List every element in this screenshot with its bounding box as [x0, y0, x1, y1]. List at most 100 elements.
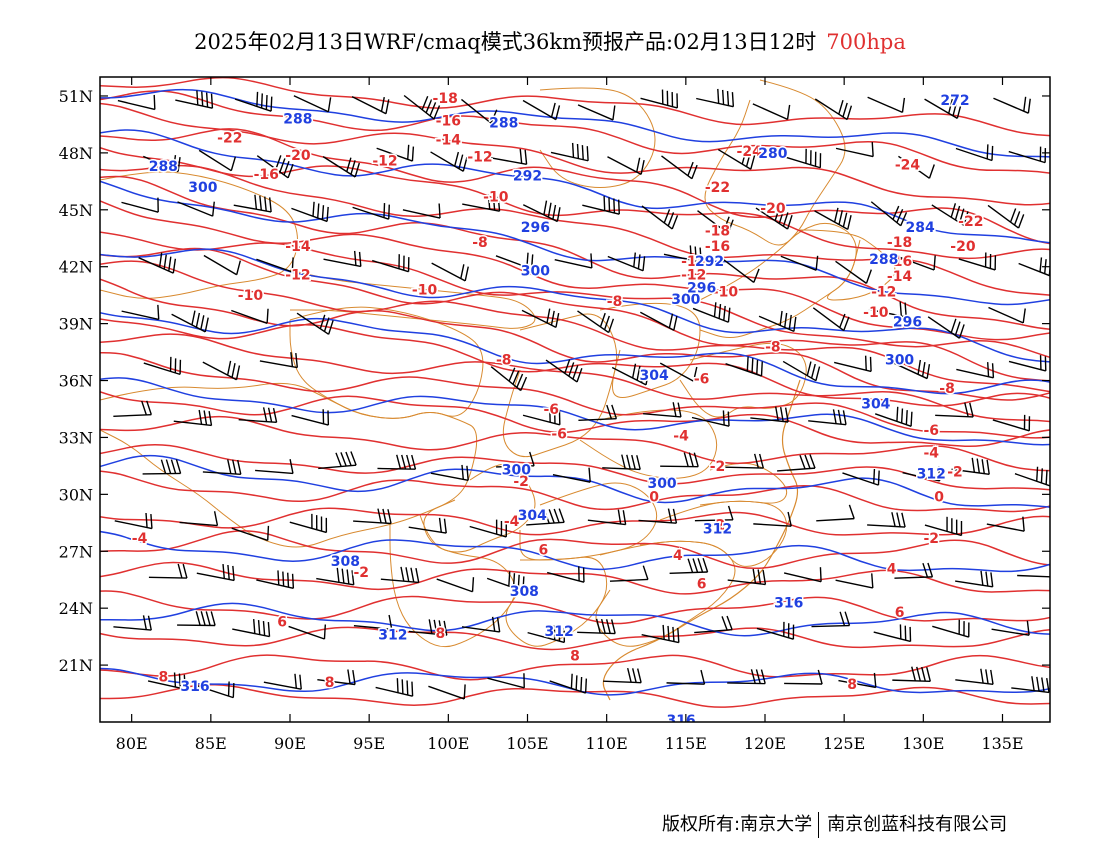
- temperature-label: -12: [467, 150, 492, 166]
- wind-barb: [179, 511, 219, 527]
- temperature-label: -4: [132, 531, 148, 547]
- wind-barb: [755, 206, 793, 230]
- wind-barb: [782, 360, 821, 382]
- wind-barb: [408, 517, 447, 534]
- wind-barb: [660, 452, 699, 468]
- wind-barb: [727, 669, 766, 685]
- temperature-label: -12: [871, 284, 896, 300]
- wind-barb: [838, 672, 877, 689]
- temperature-label: 8: [436, 626, 446, 642]
- wind-barb: [203, 254, 242, 276]
- temperature-label: -12: [285, 267, 310, 283]
- temperature-label: -8: [472, 235, 488, 251]
- isotherm-line: [100, 444, 1050, 491]
- height-label: 292: [513, 169, 542, 185]
- lat-label: 51N: [59, 87, 93, 106]
- wind-barb: [380, 566, 420, 584]
- lon-label: 135E: [981, 734, 1023, 753]
- wind-barb: [1018, 257, 1050, 279]
- wind-barb: [408, 619, 448, 636]
- wind-barb: [993, 96, 1031, 114]
- wind-barb: [202, 459, 242, 476]
- wind-barb: [545, 359, 583, 383]
- temperature-label: 4: [887, 561, 897, 577]
- temperature-label: 8: [325, 675, 335, 691]
- province-border-layer: [100, 79, 896, 701]
- temperature-label: -22: [217, 131, 242, 147]
- lat-label: 45N: [59, 201, 93, 220]
- wind-barb: [376, 144, 415, 162]
- wind-barb: [171, 310, 209, 333]
- wind-barb: [546, 566, 585, 583]
- wind-barb: [317, 669, 356, 686]
- wind-barb: [1014, 466, 1050, 487]
- province-border: [699, 462, 788, 506]
- wind-barb: [643, 402, 682, 418]
- wind-barb: [898, 155, 935, 179]
- isotherm-line: [100, 102, 1050, 206]
- isotherm-line: [100, 164, 1050, 296]
- height-label: 288: [869, 252, 898, 268]
- wind-barb: [147, 672, 186, 690]
- wind-barb: [955, 668, 994, 686]
- temperature-label: -10: [412, 282, 438, 298]
- temperature-label: -14: [887, 269, 913, 285]
- wind-barb: [756, 621, 795, 640]
- province-border: [704, 79, 846, 246]
- isotherm-line: [100, 626, 1050, 651]
- wind-barb: [587, 509, 627, 526]
- height-label: 280: [758, 146, 787, 162]
- temperature-label: -18: [887, 235, 912, 251]
- wind-barb: [196, 681, 235, 699]
- height-contour: [100, 88, 1050, 158]
- wind-barb: [351, 95, 390, 115]
- lat-label: 36N: [59, 372, 93, 391]
- wind-barb: [256, 257, 294, 273]
- lon-label: 95E: [353, 734, 385, 753]
- temperature-label: -8: [939, 381, 955, 397]
- isotherm-line: [100, 561, 1050, 595]
- height-label: 304: [861, 396, 890, 412]
- wind-barb: [113, 615, 152, 631]
- wind-barb: [669, 557, 709, 575]
- temperature-label: -18: [433, 91, 458, 107]
- wind-barb: [892, 359, 931, 380]
- wind-barb: [202, 360, 241, 381]
- province-border: [100, 171, 298, 299]
- temperature-label: -10: [713, 284, 739, 300]
- height-label: 312: [703, 522, 732, 538]
- wind-barb: [522, 99, 561, 121]
- wind-barb: [231, 525, 270, 542]
- lat-label: 39N: [59, 315, 93, 334]
- wind-barb: [296, 312, 334, 335]
- height-label: 312: [545, 624, 574, 640]
- temperature-label: -12: [681, 267, 706, 283]
- temperature-label: -16: [436, 114, 461, 130]
- temperature-label: -2: [513, 474, 529, 490]
- wind-barb: [198, 149, 237, 172]
- temperature-isotherm-layer: [100, 77, 1050, 708]
- wind-barb: [902, 466, 941, 482]
- isotherm-line: [100, 507, 1050, 536]
- wind-barb: [489, 148, 528, 165]
- wind-barb: [783, 567, 822, 583]
- wind-barb: [550, 142, 589, 162]
- height-label: 300: [521, 264, 550, 280]
- height-label: 288: [149, 159, 178, 175]
- wind-barb: [121, 197, 159, 213]
- temperature-label: 4: [673, 548, 683, 564]
- lon-label: 130E: [902, 734, 944, 753]
- wind-barb: [641, 624, 680, 644]
- province-border: [289, 269, 536, 329]
- wind-barb: [430, 151, 468, 172]
- wind-barb: [638, 508, 678, 524]
- title-text: 2025年02月13日WRF/cmaq模式36km预报产品:02月13日12时: [194, 30, 817, 54]
- footer-divider: [818, 812, 820, 838]
- wind-barb: [812, 307, 850, 332]
- height-label: 288: [283, 112, 312, 128]
- wind-barb: [375, 678, 414, 697]
- isotherm-line: [100, 90, 1050, 174]
- wind-barb: [924, 516, 963, 537]
- plot-frame: [99, 76, 1051, 723]
- wind-barb: [1008, 355, 1047, 372]
